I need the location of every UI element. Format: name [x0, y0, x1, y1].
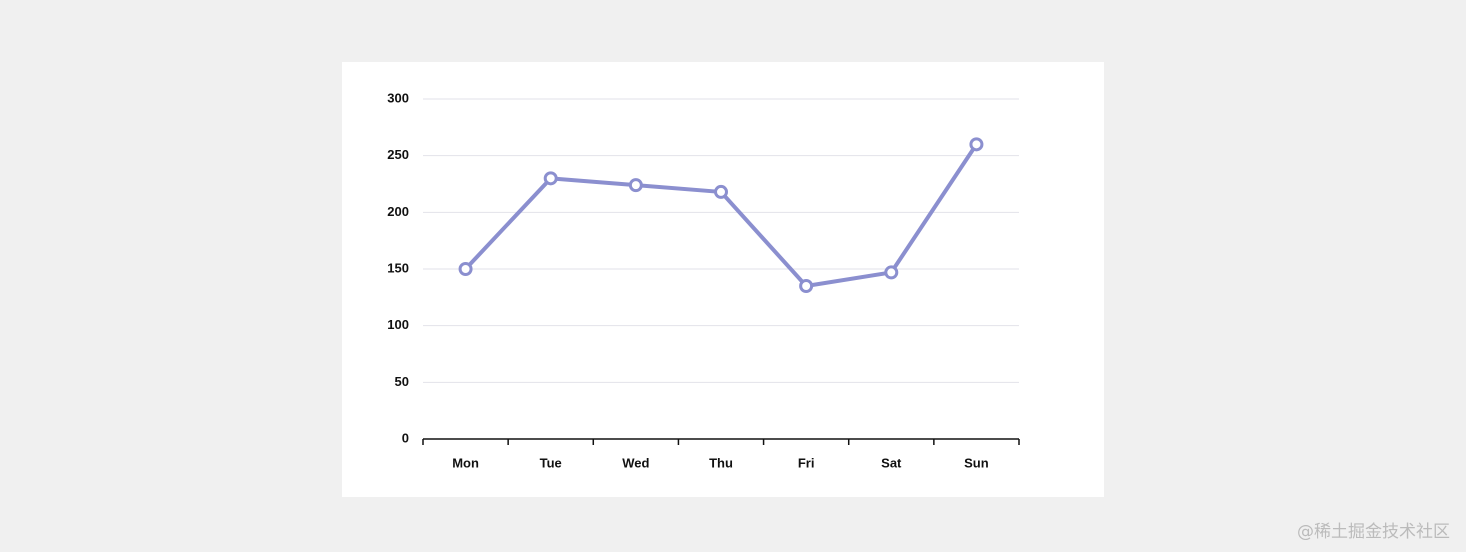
- x-tick-label: Mon: [452, 455, 479, 470]
- point: [628, 178, 643, 193]
- y-tick-label: 300: [387, 90, 409, 105]
- x-tick-label: Sat: [881, 455, 902, 470]
- point: [884, 265, 899, 280]
- x-tick-label: Fri: [798, 455, 815, 470]
- watermark: @稀土掘金技术社区: [1297, 522, 1450, 542]
- chart-panel: [342, 62, 1104, 497]
- y-tick-label: 0: [402, 430, 409, 445]
- x-tick-label: Thu: [709, 455, 733, 470]
- y-tick-label: 100: [387, 317, 409, 332]
- point: [714, 184, 728, 199]
- y-tick-label: 250: [387, 147, 409, 162]
- point: [799, 279, 814, 293]
- x-tick-label: Sun: [964, 455, 989, 470]
- point: [543, 171, 558, 186]
- x-tick-label: Tue: [540, 455, 562, 470]
- point: [969, 137, 984, 152]
- y-tick-label: 200: [387, 204, 409, 219]
- y-tick-label: 50: [395, 374, 409, 389]
- y-tick-label: 150: [387, 260, 409, 275]
- line: [464, 143, 979, 288]
- point: [458, 262, 473, 276]
- x-tick-label: Wed: [622, 455, 649, 470]
